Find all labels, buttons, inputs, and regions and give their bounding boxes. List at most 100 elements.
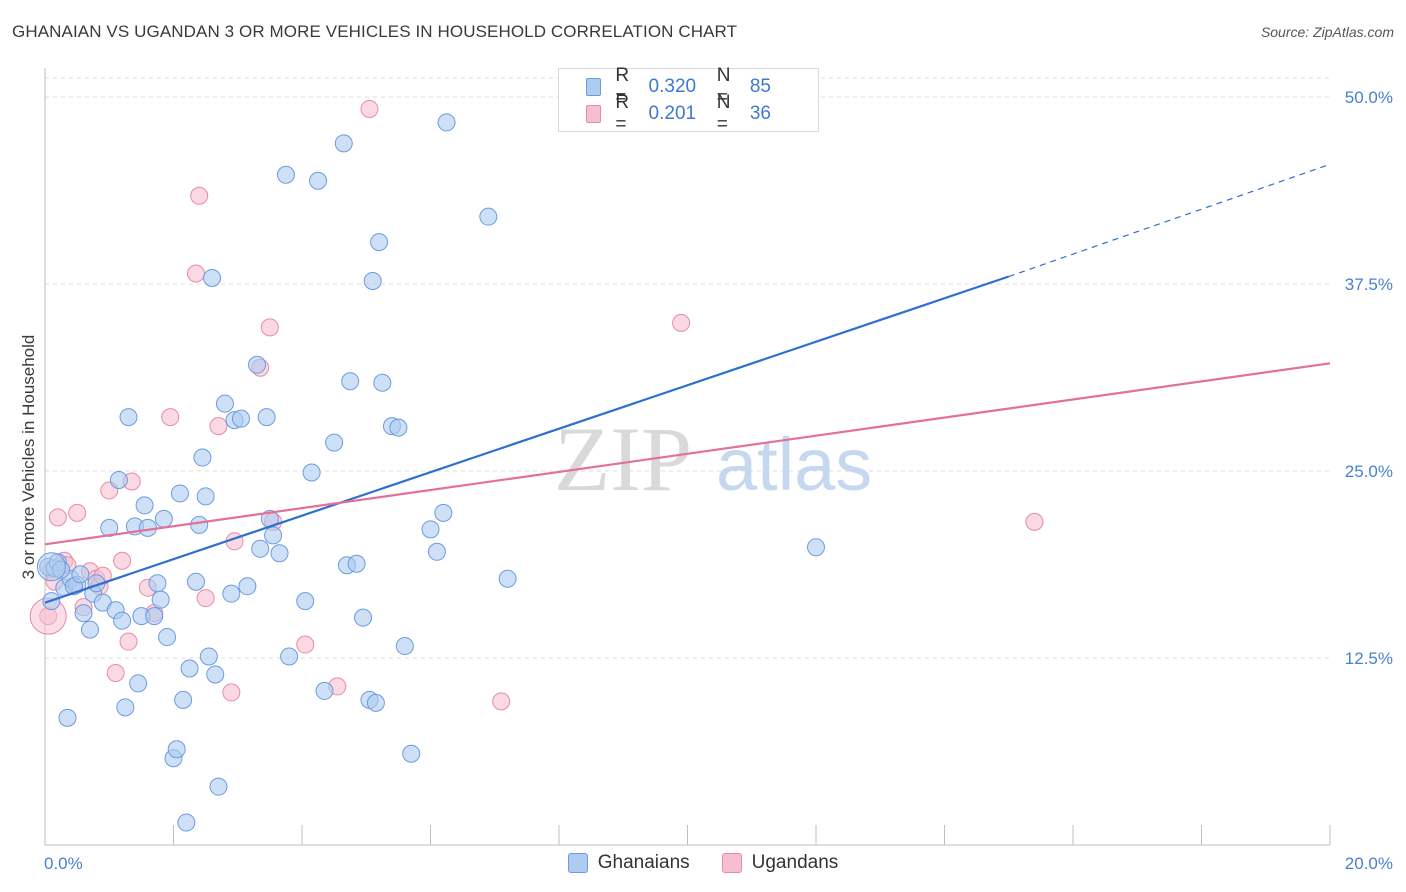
axes <box>44 68 1331 846</box>
legend-r-value: 0.320 <box>648 76 697 97</box>
ghanaians-point <box>421 520 440 539</box>
legend-item-ghanaians[interactable]: Ghanaians <box>567 852 690 874</box>
ghanaians-point <box>402 744 421 763</box>
ghanaians-point <box>437 113 456 132</box>
ugandans-point <box>68 503 87 522</box>
ghanaians-point <box>341 372 360 391</box>
ghanaians-point <box>807 538 825 557</box>
y-tick-labels: 12.5% 25.0% 37.5% 50.0% <box>1345 88 1393 668</box>
ghanaians-point <box>434 503 453 522</box>
ugandans-point <box>161 408 180 427</box>
ghanaians-point <box>206 665 225 684</box>
ghanaians-point <box>395 637 414 656</box>
ghanaians-point <box>215 394 234 413</box>
legend-item-ugandans[interactable]: Ugandans <box>721 852 839 874</box>
ugandans-points <box>29 99 1044 711</box>
ghanaians-point <box>196 487 215 506</box>
x-tick-label: 20.0% <box>1345 854 1393 873</box>
ugandans-point <box>672 313 691 332</box>
ghanaians-point <box>109 470 128 489</box>
pink-swatch-icon <box>721 853 742 873</box>
ghanaians-point <box>309 171 328 190</box>
ghanaians-point <box>193 448 212 467</box>
y-tick-label: 37.5% <box>1345 275 1393 294</box>
ghanaians-point <box>347 554 366 573</box>
legend-row-ugandans: R = 0.201 N = 36 <box>586 92 818 135</box>
ghanaians-trend-line <box>44 275 1010 604</box>
ghanaians-point <box>370 233 389 252</box>
ghanaians-point <box>145 607 164 626</box>
ghanaians-point <box>170 484 189 503</box>
ghanaians-point <box>270 544 289 563</box>
blue-swatch-icon <box>586 78 602 96</box>
ugandans-trend-line <box>44 362 1331 546</box>
legend-n-value: 36 <box>749 103 771 124</box>
ghanaians-point <box>231 409 250 428</box>
ugandans-point <box>296 635 315 654</box>
ghanaians-point <box>74 604 93 623</box>
ghanaians-point <box>366 693 385 712</box>
ghanaians-point <box>251 539 270 558</box>
ghanaians-point <box>151 590 170 609</box>
ugandans-point <box>209 417 228 436</box>
ghanaians-point <box>203 269 222 288</box>
ugandans-point <box>492 692 511 711</box>
ghanaians-point <box>354 608 373 627</box>
ghanaians-point <box>58 708 77 727</box>
ghanaians-point <box>498 569 517 588</box>
ghanaians-point <box>180 659 199 678</box>
chart-title: GHANAIAN VS UGANDAN 3 OR MORE VEHICLES I… <box>12 22 738 41</box>
ghanaians-point <box>135 496 154 515</box>
ghanaians-points <box>36 113 825 832</box>
series-legend: Ghanaians Ugandans <box>0 852 1406 874</box>
ghanaians-point <box>154 509 173 528</box>
ghanaians-point <box>36 552 66 582</box>
legend-n-label: N = <box>716 92 731 135</box>
y-tick-label: 12.5% <box>1345 649 1393 668</box>
watermark-zip: ZIP <box>554 408 692 510</box>
ghanaians-point <box>315 681 334 700</box>
y-tick-label: 50.0% <box>1345 88 1393 107</box>
ghanaians-point <box>479 207 498 226</box>
x-tick-labels: 0.0% 20.0% <box>44 854 1393 873</box>
ghanaians-point <box>167 740 186 759</box>
source-credit: Source: ZipAtlas.com <box>1260 24 1394 40</box>
ghanaians-point <box>209 777 228 796</box>
ugandans-point <box>1025 512 1044 531</box>
ghanaians-point <box>280 647 299 666</box>
ghanaians-point <box>186 572 205 591</box>
ugandans-point <box>113 551 132 570</box>
blue-swatch-icon <box>567 853 588 873</box>
ghanaians-point <box>427 542 446 561</box>
ghanaians-point <box>199 647 218 666</box>
y-axis-title: 3 or more Vehicles in Household <box>19 335 38 580</box>
ghanaians-point <box>276 165 295 184</box>
ghanaians-point <box>138 518 157 537</box>
ghanaians-point <box>248 355 267 374</box>
ugandans-point <box>190 186 209 205</box>
ghanaians-point <box>222 584 241 603</box>
legend-r-label: R = <box>615 92 630 135</box>
ghanaians-point <box>238 577 257 596</box>
watermark-atlas: atlas <box>716 423 872 506</box>
gridlines <box>45 77 1330 659</box>
ghanaians-point <box>148 574 167 593</box>
legend-row-ghanaians: R = 0.320 N = 85 <box>586 65 818 108</box>
ghanaians-point <box>257 408 276 427</box>
legend-label-ghanaians: Ghanaians <box>597 852 690 873</box>
ugandans-point <box>222 683 241 702</box>
ghanaians-point <box>158 628 177 647</box>
ugandans-point <box>48 508 67 527</box>
y-tick-label: 25.0% <box>1345 462 1393 481</box>
ghanaians-point <box>264 526 283 545</box>
legend-label-ugandans: Ugandans <box>751 852 839 873</box>
ugandans-point <box>106 663 125 682</box>
trend-lines <box>44 163 1331 604</box>
ugandans-point <box>360 99 379 118</box>
ghanaians-trend-extension <box>1008 163 1331 278</box>
ugandans-point <box>260 318 279 337</box>
ghanaians-point <box>116 698 135 717</box>
ghanaians-point <box>177 813 196 832</box>
ghanaians-point <box>119 408 138 427</box>
